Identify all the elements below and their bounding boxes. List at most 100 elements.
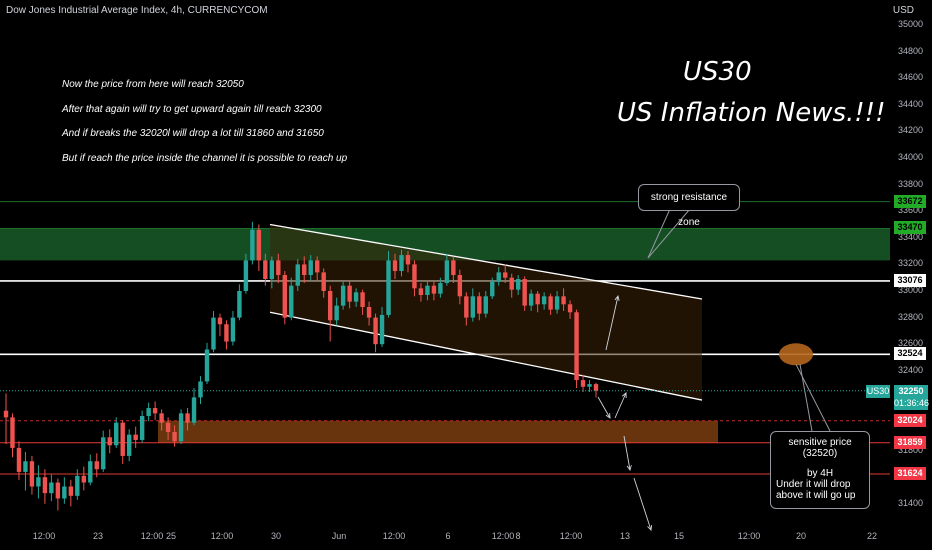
candle-body: [94, 461, 99, 470]
resistance-callout-pointer: [647, 208, 671, 259]
candle-body: [191, 397, 197, 423]
chart-title: Dow Jones Industrial Average Index, 4h, …: [6, 5, 268, 16]
price-tick: 33400: [898, 231, 924, 242]
projection-arrow-up-long: [605, 295, 619, 351]
candle-body: [23, 461, 28, 472]
price-badge: 32524: [894, 347, 926, 361]
time-tick: 12:00: [210, 531, 234, 541]
candle-body: [418, 288, 424, 295]
candle-body: [567, 304, 573, 313]
candle-body: [561, 296, 566, 305]
note-line-2: After that again will try to get upward …: [62, 104, 322, 115]
candle-body: [554, 296, 560, 310]
time-tick: 12:00: [140, 531, 164, 541]
candle-body: [62, 486, 67, 499]
candle-body: [580, 380, 586, 387]
candle-body: [211, 317, 216, 350]
sensitive-price-marker: [779, 343, 813, 366]
time-tick: 20: [795, 531, 807, 541]
candle-body: [334, 305, 339, 321]
time-tick: 6: [445, 531, 451, 541]
candle-body: [165, 422, 171, 432]
current-price-badge: 32250 01:36:46: [894, 385, 929, 410]
candle-body: [444, 260, 450, 284]
candle-body: [373, 317, 378, 345]
time-tick: 15: [673, 531, 685, 541]
candle-body: [522, 279, 527, 306]
candle-body: [315, 260, 320, 273]
price-tick: 31800: [898, 444, 924, 455]
current-price-value: 32250: [898, 386, 924, 396]
time-tick: 12:00: [491, 531, 515, 541]
current-price-symbol: US30: [866, 385, 890, 398]
resistance-callout: strong resistance zone: [638, 184, 740, 228]
candle-body: [541, 296, 547, 305]
support-zone: [158, 420, 718, 443]
note-line-1: Now the price from here will reach 32050: [62, 79, 244, 90]
candle-body: [503, 272, 508, 278]
candle-body: [250, 229, 255, 261]
projection-arrow-up-short: [614, 392, 627, 419]
time-tick: 12:00: [737, 531, 761, 541]
time-tick: Jun: [331, 531, 347, 541]
candle-body: [172, 431, 177, 442]
candle-body: [593, 384, 599, 391]
candle-body: [457, 275, 463, 297]
candle-body: [139, 416, 145, 440]
candle-body: [496, 272, 501, 282]
resistance-callout-text: strong resistance zone: [650, 192, 728, 228]
candle-body: [327, 291, 333, 321]
candle-body: [490, 281, 495, 297]
price-badge: 33470: [894, 221, 926, 235]
candle-body: [308, 260, 313, 276]
candle-body: [470, 296, 476, 318]
time-tick: 22: [866, 531, 878, 541]
price-tick: 34400: [898, 98, 924, 109]
sensitive-callout-under: Under it will drop: [776, 479, 851, 490]
price-badge: 31624: [894, 467, 926, 480]
price-badge: 32024: [894, 413, 926, 427]
candle-body: [81, 475, 87, 483]
price-tick: 34200: [898, 125, 924, 136]
candle-body: [120, 422, 125, 456]
candle-body: [36, 477, 41, 487]
time-tick: 12:00: [382, 531, 406, 541]
candle-body: [438, 283, 443, 294]
candle-body: [399, 255, 404, 272]
candle-body: [347, 285, 352, 302]
price-tick: 34000: [898, 152, 924, 162]
candle-body: [75, 475, 80, 496]
candle-body: [237, 291, 242, 318]
candle-body: [431, 285, 437, 294]
candle-body: [548, 296, 553, 310]
candle-body: [16, 447, 22, 472]
price-tick: 32400: [898, 364, 924, 375]
candle-body: [386, 260, 391, 315]
candle-body: [302, 264, 307, 276]
candle-body: [515, 279, 521, 290]
candle-body: [133, 434, 138, 440]
candle-body: [340, 285, 346, 306]
candle-body: [321, 272, 326, 291]
candle-body: [379, 314, 385, 345]
candle-body: [295, 264, 300, 286]
sensitive-callout-timeframe: by 4H: [806, 468, 834, 479]
note-line-3: And if breaks the 32020l will drop a lot…: [62, 128, 324, 139]
candle-body: [464, 296, 469, 318]
candle-body: [451, 260, 456, 276]
projection-arrow-up-long-head: [614, 294, 620, 301]
price-tick: 33000: [898, 285, 924, 295]
candle-body: [392, 260, 398, 272]
price-badge: 31859: [894, 435, 926, 449]
candle-body: [587, 384, 592, 387]
projection-arrow-up-short-head: [621, 392, 627, 399]
candle-body: [224, 324, 229, 342]
price-badge: 33672: [894, 194, 926, 208]
channel-lower-line: [269, 311, 703, 401]
channel-upper-line: [269, 223, 703, 300]
sensitive-callout-above: above it will go up: [776, 490, 856, 501]
price-tick: 32800: [898, 311, 924, 322]
price-tick: 33200: [898, 258, 924, 269]
projection-arrow-drop-head: [626, 465, 632, 472]
